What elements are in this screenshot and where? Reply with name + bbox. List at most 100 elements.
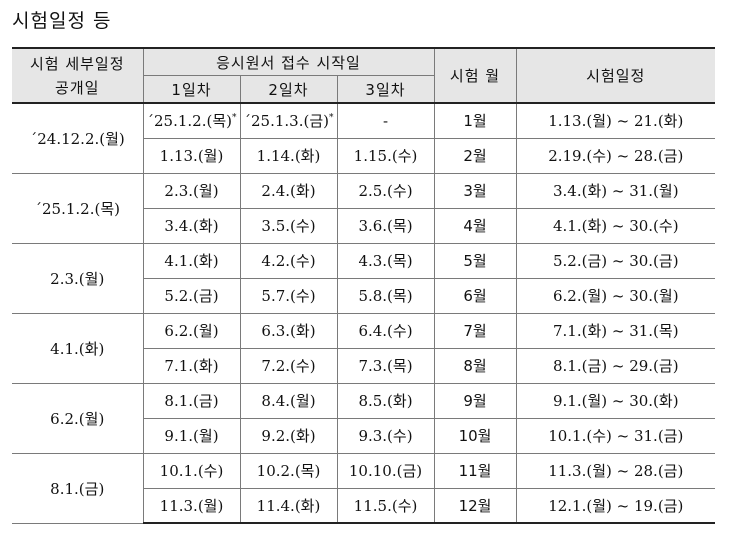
apply-day1-cell: 7.1.(화) xyxy=(143,347,241,384)
apply-day3-date: 6.4.(수) xyxy=(358,322,413,340)
exam-month-cell: 5월 xyxy=(433,242,517,279)
apply-day1-cell: 3.4.(화) xyxy=(143,207,241,244)
apply-day3-cell: 10.10.(금) xyxy=(336,452,435,489)
apply-day2-date: 4.2.(수) xyxy=(261,252,316,270)
apply-day1-date: 9.1.(월) xyxy=(164,427,219,445)
apply-day3-cell: 8.5.(화) xyxy=(336,382,435,419)
apply-day1-date: 4.1.(화) xyxy=(164,252,219,270)
page-title: 시험일정 등 xyxy=(12,10,112,32)
exam-schedule-cell: 4.1.(화) ~ 30.(수) xyxy=(515,207,716,244)
apply-day2-date: 10.2.(목) xyxy=(256,462,321,480)
table-row: 5.2.(금) 5.7.(수) 5.8.(목) 6월 6.2.(월) ~ 30.(월) xyxy=(12,277,716,314)
apply-day3-date: 3.6.(목) xyxy=(358,217,413,235)
table-row: 11.3.(월) 11.4.(화) 11.5.(수) 12월 12.1.(월) ~ 19… xyxy=(12,487,716,524)
announce-date-cell: 4.1.(화) xyxy=(12,312,144,384)
apply-day2-date: 9.2.(화) xyxy=(261,427,316,445)
exam-month-cell: 2월 xyxy=(433,137,517,174)
apply-day2-date: 2.4.(화) xyxy=(261,182,316,200)
apply-day2-date: 5.7.(수) xyxy=(261,287,316,305)
header-day3: 3일차 xyxy=(336,75,435,104)
table-row: 1.13.(월) 1.14.(화) 1.15.(수) 2월 2.19.(수) ~ 28.… xyxy=(12,137,716,174)
apply-day3-date: 11.5.(수) xyxy=(353,496,418,515)
apply-day1-date: 6.2.(월) xyxy=(164,322,219,340)
apply-day3-cell: 2.5.(수) xyxy=(336,172,435,209)
exam-schedule-cell: 6.2.(월) ~ 30.(월) xyxy=(515,277,716,314)
apply-day3-cell: 9.3.(수) xyxy=(336,417,435,454)
apply-day2-date: ´25.1.3.(금) xyxy=(243,112,329,131)
apply-day1-cell: 2.3.(월) xyxy=(142,172,241,209)
exam-schedule-cell: 11.3.(월) ~ 28.(금) xyxy=(515,452,716,489)
exam-month-cell: 8월 xyxy=(433,347,517,384)
announce-date-cell: 8.1.(금) xyxy=(12,452,144,524)
header-day2: 2일차 xyxy=(239,75,338,104)
apply-day3-date: 8.5.(화) xyxy=(358,392,413,410)
header-announce-line2: 공개일 xyxy=(55,78,100,97)
apply-day2-cell: 6.3.(화) xyxy=(239,312,338,349)
exam-month-cell: 1월 xyxy=(433,102,517,139)
apply-day2-date: 1.14.(화) xyxy=(256,147,321,165)
exam-schedule-cell: 12.1.(월) ~ 19.(금) xyxy=(515,487,716,524)
apply-day1-date: 11.3.(월) xyxy=(159,496,224,515)
exam-schedule-cell: 7.1.(화) ~ 31.(목) xyxy=(515,312,716,349)
apply-day1-date: 7.1.(화) xyxy=(164,357,219,375)
apply-day3-date: 1.15.(수) xyxy=(353,147,418,165)
exam-schedule-cell: 2.19.(수) ~ 28.(금) xyxy=(515,137,716,174)
exam-month-cell: 7월 xyxy=(433,312,517,349)
table-row: ´25.1.2.(목) 2.3.(월) 2.4.(화) 2.5.(수) 3월 3.4.(화… xyxy=(12,172,716,244)
table-row: 9.1.(월) 9.2.(화) 9.3.(수) 10월 10.1.(수) ~ 31.(금… xyxy=(12,417,716,454)
apply-day1-date: 1.13.(월) xyxy=(159,147,224,165)
apply-day2-cell: 1.14.(화) xyxy=(239,137,338,174)
apply-day3-cell: 11.5.(수) xyxy=(336,487,435,524)
apply-day3-cell: 3.6.(목) xyxy=(336,207,435,244)
apply-day2-cell: 10.2.(목) xyxy=(239,452,338,489)
apply-day3-cell: 4.3.(목) xyxy=(336,242,435,279)
exam-month-cell: 9월 xyxy=(433,382,517,419)
apply-day2-cell: 11.4.(화) xyxy=(239,487,338,524)
apply-day2-cell: 9.2.(화) xyxy=(239,417,338,454)
apply-day2-cell: 4.2.(수) xyxy=(239,242,338,279)
apply-day1-cell: 11.3.(월) xyxy=(143,487,241,524)
exam-schedule-cell: 1.13.(월) ~ 21.(화) xyxy=(515,102,716,139)
apply-day3-cell: 1.15.(수) xyxy=(336,137,435,174)
table-row: 7.1.(화) 7.2.(수) 7.3.(목) 8월 8.1.(금) ~ 29.(금) xyxy=(12,347,716,384)
apply-day2-date: 7.2.(수) xyxy=(261,357,316,375)
apply-day1-date: 10.1.(수) xyxy=(159,462,224,480)
header-apply-start: 응시원서 접수 시작일 xyxy=(142,47,435,76)
apply-day3-date: 7.3.(목) xyxy=(358,357,413,375)
apply-day2-cell: ´25.1.3.(금)* xyxy=(239,102,338,139)
table-row: 2.3.(월) 4.1.(화) 4.2.(수) 4.3.(목) 5월 5.2.(금) ~ … xyxy=(12,242,716,314)
apply-day3-cell: 7.3.(목) xyxy=(336,347,435,384)
table-body: ´24.12.2.(월) ´25.1.2.(목)* ´25.1.3.(금)* -1월 1… xyxy=(12,102,716,524)
exam-month-cell: 6월 xyxy=(433,277,517,314)
apply-day1-cell: 4.1.(화) xyxy=(142,242,241,279)
exam-month-cell: 11월 xyxy=(433,452,517,489)
apply-day1-date: ´25.1.2.(목) xyxy=(146,112,232,131)
exam-month-cell: 4월 xyxy=(433,207,517,244)
exam-schedule-cell: 9.1.(월) ~ 30.(화) xyxy=(515,382,716,419)
header-day1: 1일차 xyxy=(143,75,241,104)
exam-month-cell: 3월 xyxy=(433,172,517,209)
apply-day1-cell: 5.2.(금) xyxy=(143,277,241,314)
announce-date-cell: ´24.12.2.(월) xyxy=(12,102,144,174)
exam-schedule-cell: 5.2.(금) ~ 30.(금) xyxy=(515,242,716,279)
apply-day1-cell: 9.1.(월) xyxy=(143,417,241,454)
apply-day3-date: - xyxy=(382,111,389,130)
apply-day2-cell: 3.5.(수) xyxy=(239,207,338,244)
apply-day2-cell: 8.4.(월) xyxy=(239,382,338,419)
apply-day1-date: 2.3.(월) xyxy=(164,182,219,200)
header-exam-month: 시험 월 xyxy=(433,47,517,104)
apply-day2-date: 11.4.(화) xyxy=(256,496,321,515)
header-row-1: 시험 세부일정 공개일 응시원서 접수 시작일 시험 월 시험일정 xyxy=(12,47,716,104)
apply-day2-date: 8.4.(월) xyxy=(261,392,316,410)
apply-day3-date: 4.3.(목) xyxy=(358,252,413,270)
footnote-mark: * xyxy=(231,113,237,124)
exam-schedule-cell: 3.4.(화) ~ 31.(월) xyxy=(515,172,716,209)
exam-schedule-cell: 10.1.(수) ~ 31.(금) xyxy=(515,417,716,454)
apply-day3-cell: - xyxy=(336,102,435,139)
header-announce-line1: 시험 세부일정 xyxy=(29,54,125,73)
exam-schedule-cell: 8.1.(금) ~ 29.(금) xyxy=(515,347,716,384)
announce-date-cell: 6.2.(월) xyxy=(12,382,144,454)
apply-day3-date: 9.3.(수) xyxy=(358,427,413,445)
apply-day3-date: 2.5.(수) xyxy=(358,182,413,200)
apply-day2-cell: 5.7.(수) xyxy=(239,277,338,314)
